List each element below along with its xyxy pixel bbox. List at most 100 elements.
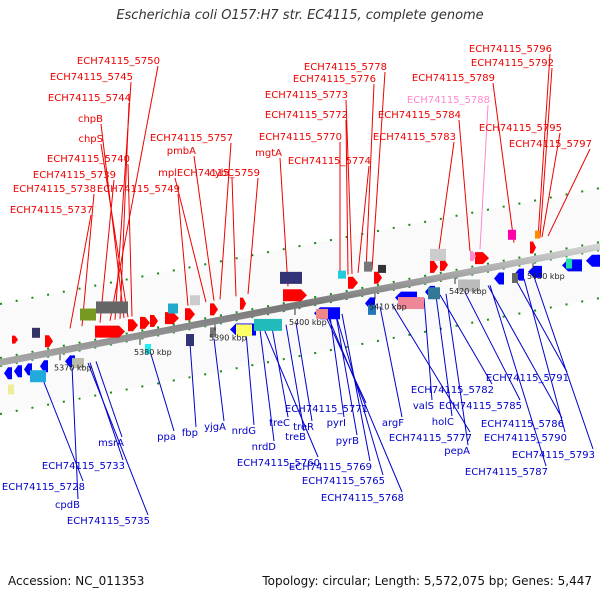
gene-label[interactable]: ECH74115_5765 <box>302 476 385 487</box>
feature-box[interactable] <box>145 343 151 354</box>
gene-label[interactable]: pyrI <box>327 418 346 429</box>
gene-label[interactable]: chpB <box>78 114 103 125</box>
feature-box[interactable] <box>535 230 540 239</box>
feature-box[interactable] <box>316 308 328 319</box>
gene-label[interactable]: ECH74115_5790 <box>484 433 567 444</box>
gene-label[interactable]: ECH74115_5744 <box>48 93 131 104</box>
gene-label[interactable]: ppa <box>157 432 176 443</box>
feature-box[interactable] <box>398 297 424 310</box>
gene-label[interactable]: ECH74115_5787 <box>465 467 548 478</box>
gene-label[interactable]: mgtA <box>255 148 282 159</box>
gene-label[interactable]: ECH74115_5745 <box>50 72 133 83</box>
forward-gene-arrow[interactable] <box>240 297 246 310</box>
gene-label[interactable]: pepA <box>444 446 470 457</box>
gene-label[interactable]: ECH74115_5768 <box>321 493 404 504</box>
feature-box[interactable] <box>430 248 446 261</box>
forward-gene-arrow[interactable] <box>95 325 125 338</box>
feature-box[interactable] <box>364 261 372 272</box>
gene-label[interactable]: ECH74115_5728 <box>2 482 85 493</box>
bottom-gene-labels[interactable]: ECH74115_5733 ECH74115_5728 cpdB ECH74115_5… <box>2 373 595 527</box>
gene-label[interactable]: ECH74115_5769 <box>289 462 372 473</box>
gene-label[interactable]: ECH74115_5789 <box>412 73 495 84</box>
gene-label[interactable]: holC <box>432 417 454 428</box>
forward-gene-arrow[interactable] <box>374 271 382 284</box>
feature-box[interactable] <box>168 303 178 314</box>
gene-label[interactable]: ECH74115_5750 <box>77 56 160 67</box>
forward-gene-arrow[interactable] <box>430 260 438 273</box>
gene-label[interactable]: ECH74115_5740 <box>47 154 130 165</box>
feature-box[interactable] <box>72 358 84 369</box>
gene-label[interactable]: cpdB <box>55 500 80 511</box>
gene-label[interactable]: ECH74115_5788 <box>407 95 490 106</box>
gene-label[interactable]: msrA <box>98 438 124 449</box>
gene-label[interactable]: ECH74115_5793 <box>512 450 595 461</box>
gene-label[interactable]: ECH74115_5757 <box>150 133 233 144</box>
reverse-gene-arrow[interactable] <box>14 365 22 378</box>
reverse-gene-arrow[interactable] <box>586 254 600 267</box>
gene-label[interactable]: ECH74115_5772 <box>265 110 348 121</box>
gene-label[interactable]: ECH74115_5778 <box>304 62 387 73</box>
forward-gene-arrow[interactable] <box>210 303 218 316</box>
reverse-gene-arrow[interactable] <box>4 367 12 380</box>
feature-box[interactable] <box>80 308 96 321</box>
feature-box[interactable] <box>508 229 516 240</box>
forward-genes[interactable] <box>12 229 540 348</box>
gene-label[interactable]: ECH74115_5733 <box>42 461 125 472</box>
reverse-gene-arrow[interactable] <box>528 265 542 278</box>
forward-gene-arrow[interactable] <box>140 316 150 329</box>
top-gene-labels[interactable]: ECH74115_5750 ECH74115_5745 ECH74115_5744c… <box>10 44 592 216</box>
forward-gene-arrow[interactable] <box>165 312 179 325</box>
gene-label[interactable]: yjgA <box>204 422 226 433</box>
gene-label[interactable]: nrdG <box>232 426 256 437</box>
gene-label[interactable]: ECH74115_5749 <box>97 184 180 195</box>
gene-label[interactable]: ECH74115_5783 <box>373 132 456 143</box>
gene-label[interactable]: ECH74115_5774 <box>288 156 371 167</box>
gene-label[interactable]: ECH74115_5738 <box>13 184 96 195</box>
feature-box[interactable] <box>210 327 216 338</box>
feature-box[interactable] <box>236 324 252 337</box>
reverse-genes[interactable] <box>4 254 600 395</box>
gene-label[interactable]: ECH74115_5782 <box>411 385 494 396</box>
gene-label[interactable]: ECH74115_5776 <box>293 74 376 85</box>
forward-gene-arrow[interactable] <box>12 335 18 344</box>
gene-label[interactable]: ECH74115_5739 <box>33 170 116 181</box>
gene-label[interactable]: ECH74115_5771 <box>285 404 368 415</box>
feature-box[interactable] <box>428 287 440 300</box>
feature-box[interactable] <box>186 334 194 347</box>
gene-label[interactable]: ECH74115_5797 <box>509 139 592 150</box>
forward-gene-arrow[interactable] <box>128 319 138 332</box>
feature-box[interactable] <box>368 304 376 315</box>
gene-label[interactable]: ECH74115_5785 <box>439 401 522 412</box>
feature-box[interactable] <box>30 370 46 383</box>
feature-box[interactable] <box>96 301 128 314</box>
gene-label[interactable]: ECH74115_5792 <box>471 58 554 69</box>
feature-box[interactable] <box>254 318 282 331</box>
feature-box[interactable] <box>8 384 14 395</box>
feature-box[interactable] <box>458 279 480 292</box>
gene-label[interactable]: ECH74115_5777 <box>389 433 472 444</box>
reverse-gene-arrow[interactable] <box>40 360 48 373</box>
gene-label[interactable]: ECH74115_5773 <box>265 90 348 101</box>
feature-box[interactable] <box>566 258 572 269</box>
forward-gene-arrow[interactable] <box>470 251 476 262</box>
gene-label[interactable]: ECH74115_5795 <box>479 123 562 134</box>
gene-label[interactable]: treB <box>285 432 306 443</box>
feature-box[interactable] <box>190 295 200 306</box>
gene-label[interactable]: treR <box>293 422 314 433</box>
gene-label[interactable]: ECH74115_5737 <box>10 205 93 216</box>
gene-label[interactable]: ECH74115_5759 <box>177 168 260 179</box>
gene-label[interactable]: ECH74115_5760 <box>237 458 320 469</box>
forward-gene-arrow[interactable] <box>440 258 448 271</box>
feature-box[interactable] <box>338 270 346 279</box>
gene-label[interactable]: mpl <box>158 168 177 179</box>
gene-label[interactable]: ECH74115_5784 <box>378 110 461 121</box>
gene-label[interactable]: nrdD <box>252 442 277 453</box>
gene-label[interactable]: pmbA <box>167 146 196 157</box>
feature-box[interactable] <box>280 271 302 284</box>
feature-box[interactable] <box>378 264 386 273</box>
gene-label[interactable]: pyrB <box>336 436 359 447</box>
feature-box[interactable] <box>32 327 40 338</box>
forward-gene-arrow[interactable] <box>283 289 307 302</box>
forward-gene-arrow[interactable] <box>475 252 489 265</box>
